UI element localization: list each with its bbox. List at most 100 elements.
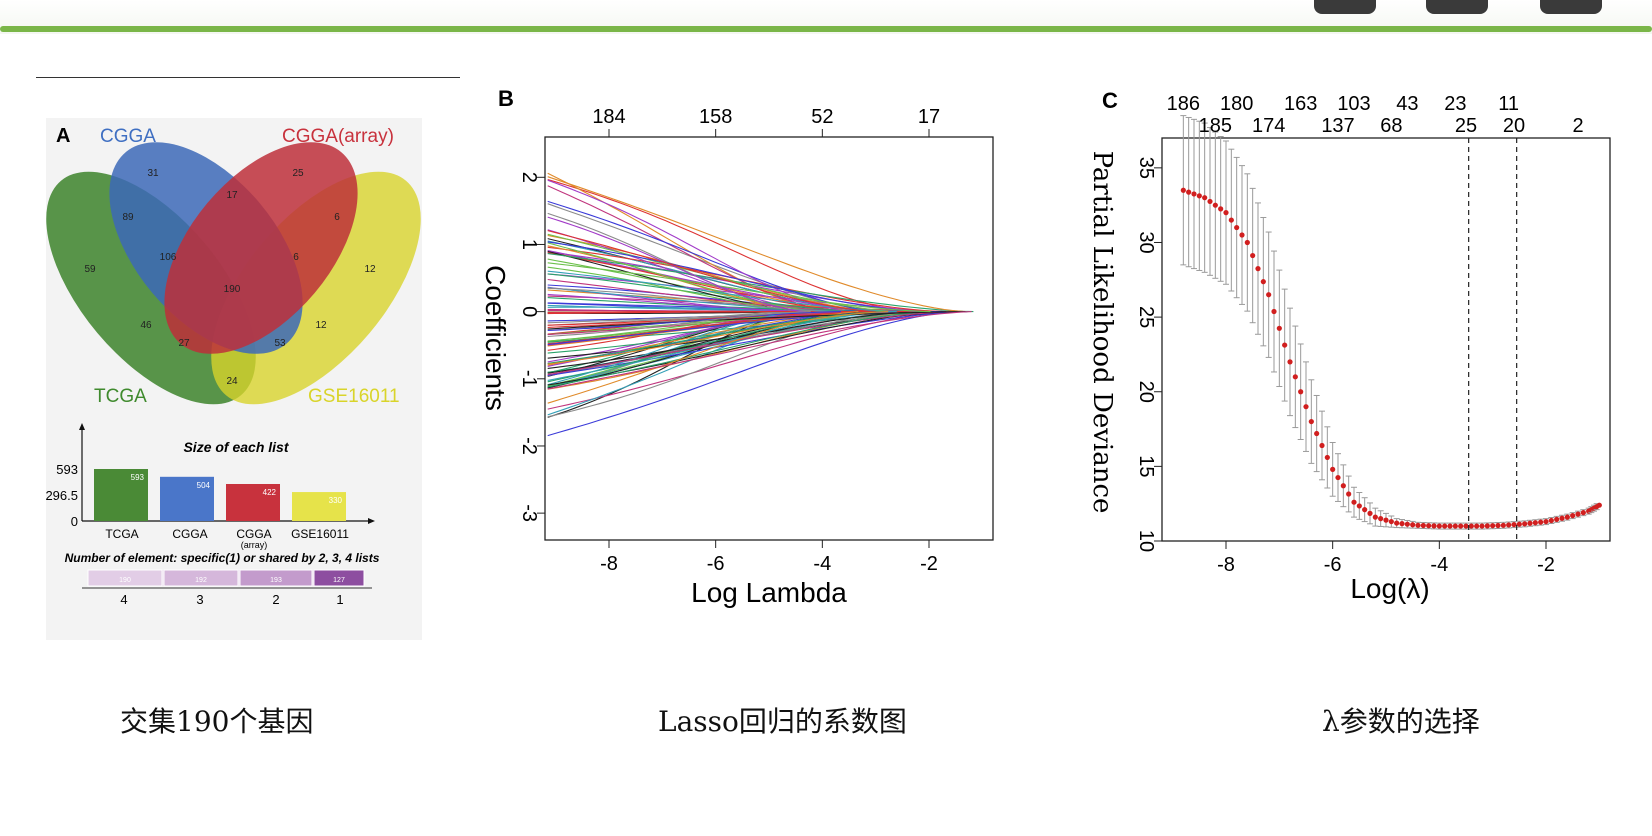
- x-tick-label: -8: [600, 553, 618, 575]
- plot-c-frame: [1161, 137, 1611, 542]
- top-tick-label: 174: [1252, 115, 1285, 137]
- toolbar-button-2[interactable]: [1426, 0, 1488, 14]
- coefficient-path: [547, 311, 957, 437]
- top-tick-label: 23: [1444, 93, 1466, 115]
- deviance-point: [1580, 510, 1586, 516]
- shared-label: 1: [336, 592, 343, 607]
- top-tick-label: 68: [1380, 115, 1402, 137]
- caption-b: Lasso回归的系数图: [658, 705, 907, 738]
- bar-title: Size of each list: [183, 439, 289, 455]
- deviance-point: [1468, 523, 1474, 529]
- venn-region: 46: [140, 320, 152, 331]
- coefficient-path: [547, 311, 952, 376]
- deviance-point: [1404, 521, 1410, 527]
- deviance-point: [1239, 232, 1245, 238]
- y-tick-label: 1: [518, 239, 540, 250]
- x-axis-label: Log(λ): [1350, 573, 1429, 604]
- coefficient-path: [547, 311, 872, 345]
- x-tick-label: -6: [1324, 554, 1342, 576]
- bar-x-arrow: [368, 518, 375, 524]
- top-tick-label: 11: [1498, 93, 1519, 115]
- top-tick-label: 52: [811, 106, 833, 128]
- venn-region: 27: [178, 338, 190, 349]
- top-tick-label: 186: [1167, 93, 1200, 115]
- venn-label-tcga: TCGA: [94, 386, 147, 407]
- deviance-point: [1495, 522, 1501, 529]
- deviance-point: [1346, 491, 1352, 497]
- deviance-point: [1479, 523, 1485, 529]
- shared-title: Number of element: specific(1) or shared…: [65, 551, 380, 565]
- deviance-point: [1527, 520, 1533, 526]
- deviance-point: [1244, 239, 1250, 246]
- top-tick-label: 43: [1396, 93, 1418, 115]
- x-tick-label: -4: [813, 553, 831, 575]
- deviance-point: [1522, 521, 1528, 527]
- coefficient-path: [547, 200, 881, 313]
- deviance-point: [1335, 474, 1341, 481]
- deviance-point: [1410, 522, 1416, 528]
- venn-label-cggaarray: CGGA(array): [282, 126, 394, 147]
- coefficient-path: [547, 273, 867, 313]
- top-tick-label: 180: [1220, 93, 1253, 115]
- bar-sublabel: (array): [241, 540, 268, 550]
- coefficient-path: [547, 230, 876, 313]
- top-tick-label: 184: [592, 106, 625, 128]
- top-tick-label: 185: [1199, 115, 1232, 137]
- shared-label: 3: [196, 592, 203, 607]
- coefficient-path: [547, 253, 974, 313]
- y-tick-label: 25: [1135, 306, 1157, 328]
- shared-bar-value: 190: [119, 577, 131, 584]
- deviance-point: [1559, 515, 1565, 521]
- deviance-point: [1394, 520, 1400, 526]
- size-bar: [226, 483, 280, 521]
- shared-bar-value: 127: [333, 577, 345, 584]
- deviance-point: [1596, 502, 1602, 508]
- deviance-point: [1292, 374, 1298, 380]
- coefficient-path: [547, 278, 856, 313]
- toolbar-button-1[interactable]: [1314, 0, 1376, 14]
- venn-region: 6: [334, 212, 340, 223]
- deviance-point: [1500, 522, 1506, 528]
- top-tick-label: 163: [1284, 93, 1317, 115]
- toolbar-button-3[interactable]: [1540, 0, 1602, 14]
- deviance-points: [1180, 115, 1602, 541]
- venn-region: 106: [160, 252, 177, 263]
- bar-label: CGGA: [172, 527, 207, 541]
- x-tick-label: -2: [920, 553, 938, 575]
- deviance-point: [1538, 519, 1544, 525]
- deviance-point: [1351, 499, 1357, 505]
- coefficient-path: [547, 311, 968, 377]
- deviance-point: [1463, 523, 1469, 529]
- venn-region: 31: [147, 168, 159, 179]
- venn-label-cgga: CGGA: [100, 126, 156, 147]
- bar-label: CGGA: [236, 527, 271, 541]
- deviance-point: [1250, 252, 1256, 259]
- deviance-point: [1282, 342, 1288, 348]
- shared-bar-value: 192: [195, 577, 207, 584]
- banner-stripe: [0, 26, 1652, 32]
- deviance-point: [1223, 210, 1229, 216]
- deviance-point: [1266, 292, 1272, 298]
- y-tick-label: 15: [1135, 455, 1157, 477]
- venn-label-gse16011: GSE16011: [308, 386, 400, 407]
- deviance-point: [1420, 522, 1426, 529]
- deviance-point: [1458, 523, 1464, 529]
- deviance-point: [1303, 404, 1309, 410]
- deviance-point: [1511, 521, 1517, 528]
- deviance-point: [1260, 279, 1266, 285]
- top-tick-label: 17: [918, 106, 940, 128]
- size-bar: [292, 492, 346, 521]
- deviance-point: [1447, 523, 1453, 529]
- panel-c-letter: C: [1102, 88, 1118, 113]
- deviance-point: [1276, 325, 1282, 331]
- deviance-point: [1399, 521, 1405, 527]
- size-bar-value: 593: [131, 473, 145, 482]
- size-bar-value: 504: [197, 481, 211, 490]
- coefficient-path: [547, 241, 923, 313]
- top-banner: [0, 0, 1652, 34]
- deviance-point: [1287, 359, 1293, 365]
- top-tick-label: 25: [1455, 115, 1477, 137]
- size-bar-value: 422: [263, 488, 277, 497]
- deviance-point: [1570, 513, 1576, 519]
- deviance-point: [1207, 198, 1213, 205]
